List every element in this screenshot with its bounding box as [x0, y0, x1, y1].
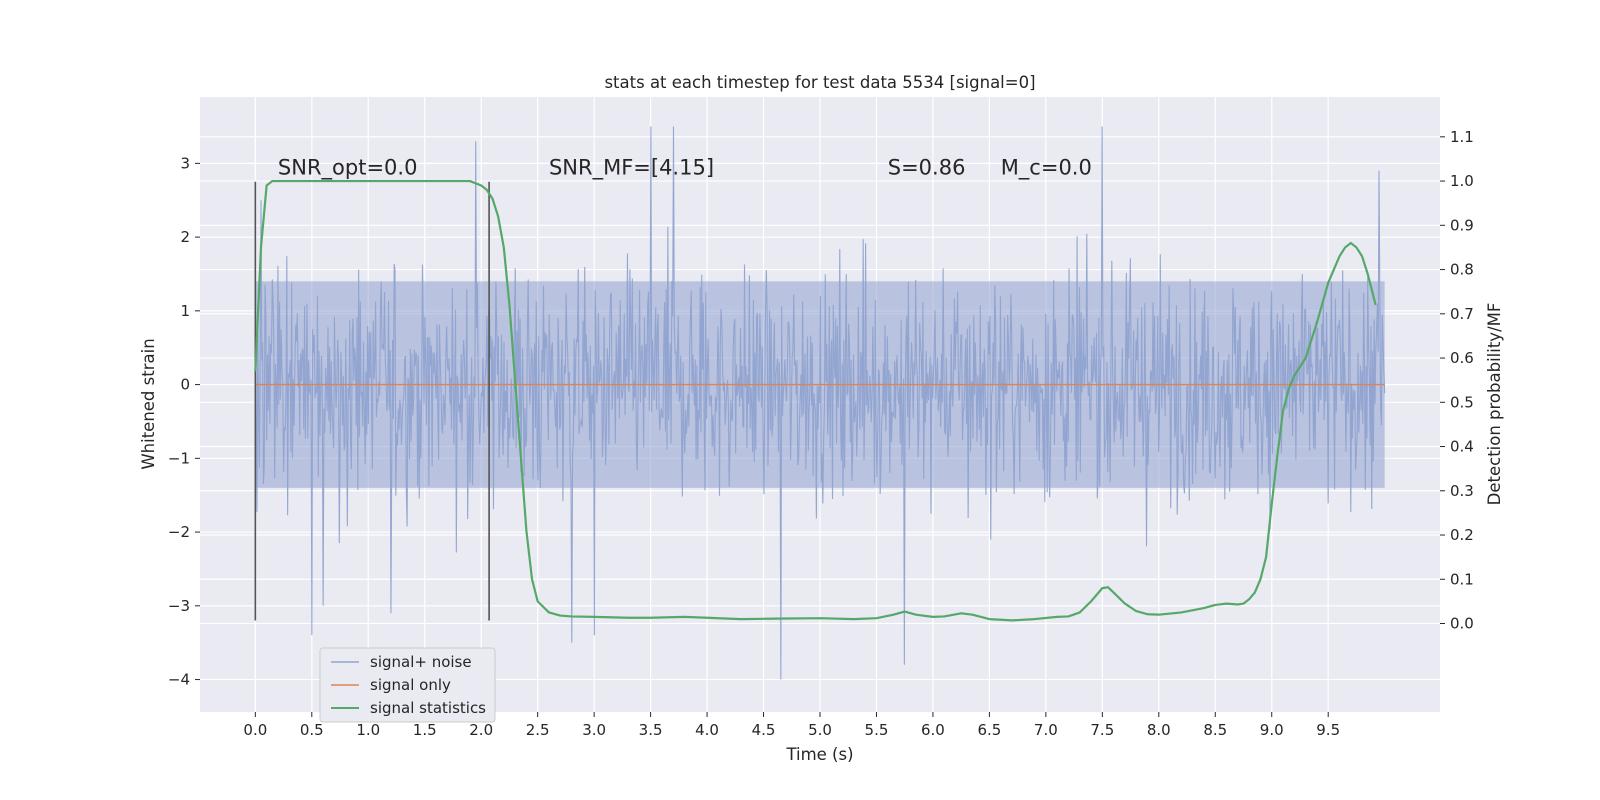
y-right-tick-label-6: 0.6	[1450, 349, 1474, 367]
y-right-tick-label-1: 0.1	[1450, 570, 1474, 588]
x-tick-label-4: 2.0	[469, 721, 493, 739]
x-tick-label-16: 8.0	[1147, 721, 1171, 739]
y-right-tick-label-8: 0.8	[1450, 261, 1474, 279]
x-axis-label: Time (s)	[785, 745, 853, 764]
legend: signal+ noise signal only signal statist…	[319, 647, 496, 723]
legend-label-signal-noise: signal+ noise	[370, 653, 472, 671]
x-axis-ticks: 0.0 0.5 1.0 1.5 2.0 2.5 3.0 3.5 4.0 4.5 5.0 5.5 6.0 6…	[243, 712, 1340, 739]
y-right-tick-label-10: 1.0	[1450, 172, 1474, 190]
y-left-tick-label-1: −3	[168, 597, 190, 615]
y-axis-right-label: Detection probability/MF	[1485, 303, 1504, 506]
annotation-1: SNR_MF=[4.15]	[549, 155, 714, 180]
x-tick-label-10: 5.0	[808, 721, 832, 739]
x-tick-label-18: 9.0	[1260, 721, 1284, 739]
x-tick-label-5: 2.5	[526, 721, 550, 739]
y-left-tick-label-3: −1	[168, 449, 190, 467]
series-signal-statistics	[254, 179, 1377, 622]
x-tick-label-0: 0.0	[243, 721, 267, 739]
x-tick-label-1: 0.5	[300, 721, 324, 739]
y-right-tick-label-0: 0.0	[1450, 615, 1474, 633]
y-right-tick-label-4: 0.4	[1450, 438, 1474, 456]
x-tick-label-11: 5.5	[865, 721, 889, 739]
x-tick-label-7: 3.5	[639, 721, 663, 739]
y-right-tick-label-2: 0.2	[1450, 526, 1474, 544]
legend-box	[319, 647, 496, 723]
y-left-tick-label-4: 0	[180, 376, 190, 394]
chart-title: stats at each timestep for test data 553…	[604, 73, 1035, 92]
x-tick-label-9: 4.5	[752, 721, 776, 739]
annotation-0: SNR_opt=0.0	[278, 155, 418, 180]
y-left-tick-label-0: −4	[168, 671, 190, 689]
x-tick-label-12: 6.0	[921, 721, 945, 739]
annotation-3: M_c=0.0	[1001, 155, 1092, 180]
y-left-tick-label-2: −2	[168, 523, 190, 541]
legend-label-signal-only: signal only	[370, 676, 451, 694]
x-tick-label-17: 8.5	[1203, 721, 1227, 739]
x-tick-label-14: 7.0	[1034, 721, 1058, 739]
y-axis-right-ticks: 0.0 0.1 0.2 0.3 0.4 0.5 0.6 0.7 0.8 0.9 1.0 1.1	[1440, 128, 1474, 633]
x-tick-label-2: 1.0	[356, 721, 380, 739]
y-left-tick-label-7: 3	[180, 154, 190, 172]
x-tick-label-13: 6.5	[977, 721, 1001, 739]
legend-label-signal-statistics: signal statistics	[370, 699, 486, 717]
annotations: SNR_opt=0.0 SNR_MF=[4.15] S=0.86 M_c=0.0	[278, 155, 1092, 180]
annotation-2: S=0.86	[888, 155, 966, 179]
y-right-tick-label-3: 0.3	[1450, 482, 1474, 500]
y-right-tick-label-11: 1.1	[1450, 128, 1474, 146]
y-right-tick-label-9: 0.9	[1450, 216, 1474, 234]
x-tick-label-19: 9.5	[1316, 721, 1340, 739]
y-right-tick-label-7: 0.7	[1450, 305, 1474, 323]
y-axis-left-label: Whitened strain	[139, 338, 158, 469]
vertical-markers	[254, 181, 490, 621]
x-tick-label-8: 4.0	[695, 721, 719, 739]
y-right-tick-label-5: 0.5	[1450, 393, 1474, 411]
y-axis-left-ticks: −4 −3 −2 −1 0 1 2 3	[168, 154, 200, 689]
y-left-tick-label-5: 1	[180, 302, 190, 320]
signal-statistics-line	[254, 179, 1377, 622]
y-left-tick-label-6: 2	[180, 228, 190, 246]
x-tick-label-15: 7.5	[1090, 721, 1114, 739]
x-tick-label-3: 1.5	[413, 721, 437, 739]
x-tick-label-6: 3.0	[582, 721, 606, 739]
